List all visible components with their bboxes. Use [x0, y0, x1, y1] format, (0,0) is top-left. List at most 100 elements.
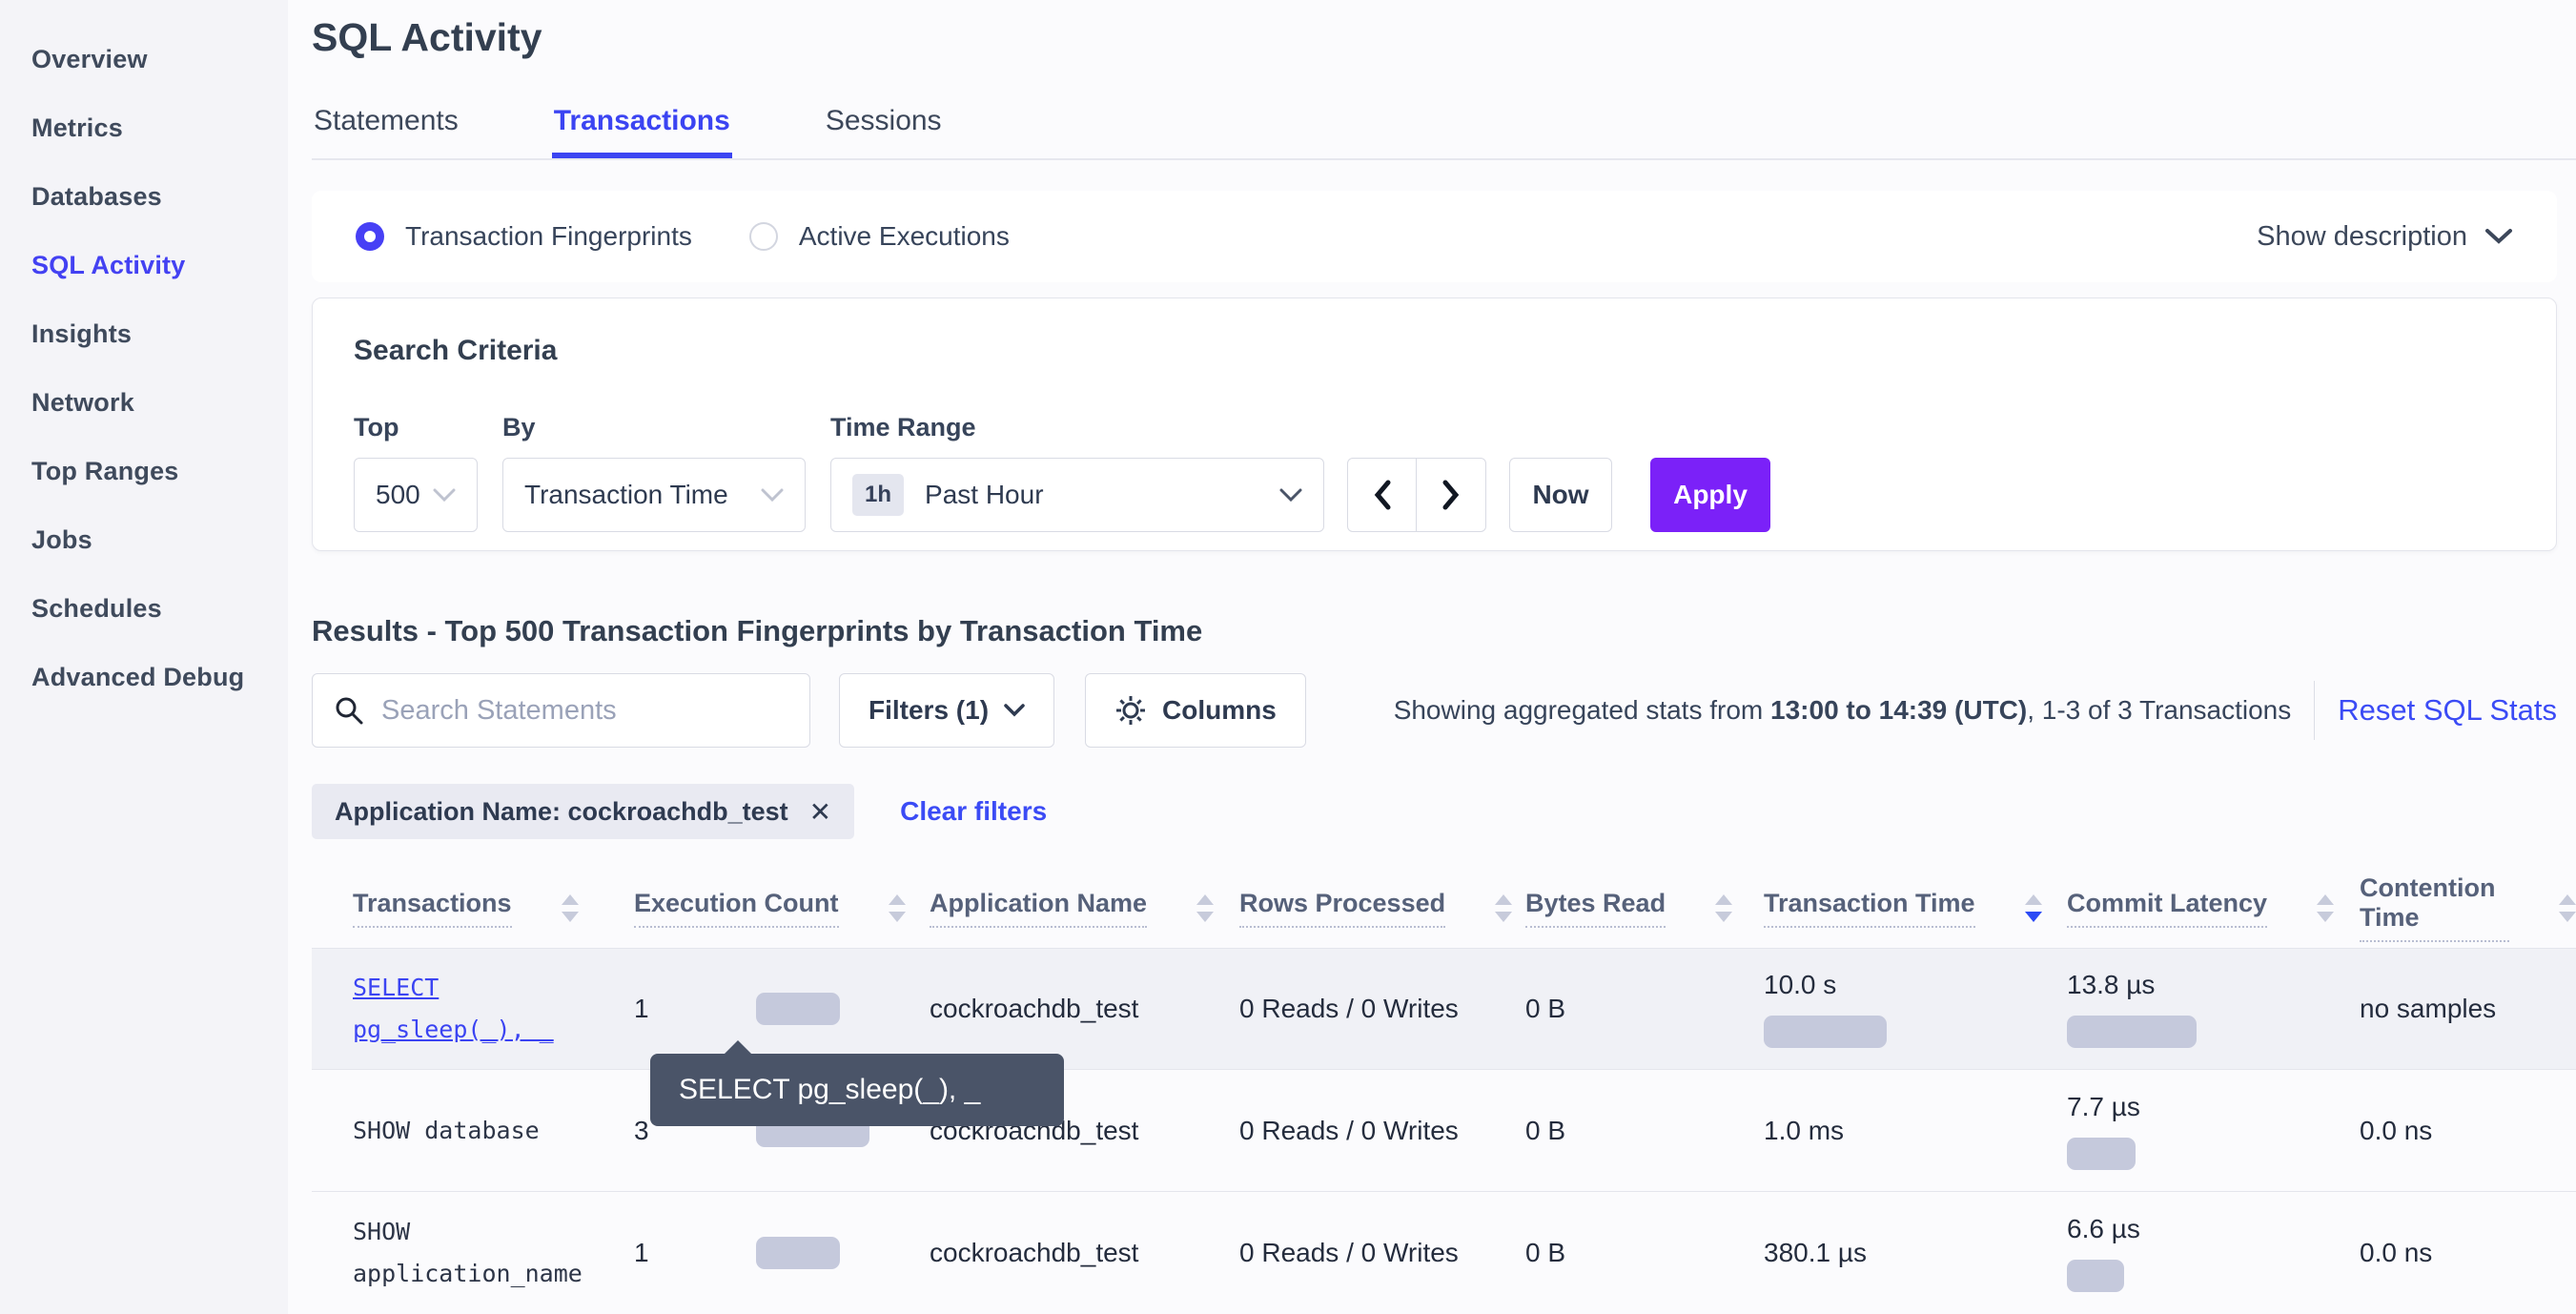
transaction-time-cell: 1.0 ms	[1764, 1115, 1845, 1145]
commit-latency-cell: 7.7 µs	[2067, 1092, 2360, 1170]
by-select[interactable]: Transaction Time	[502, 458, 806, 532]
bytes-read-cell: 0 B	[1525, 994, 1566, 1023]
commit-latency-bar	[2067, 1260, 2124, 1292]
radio-selected-icon	[356, 222, 384, 251]
top-label: Top	[354, 413, 399, 441]
columns-button[interactable]: Columns	[1085, 673, 1306, 748]
col-header-transactions[interactable]: Transactions	[353, 889, 634, 928]
filters-button[interactable]: Filters (1)	[839, 673, 1055, 748]
sort-icon[interactable]	[2559, 893, 2576, 922]
chevron-left-icon	[1374, 480, 1390, 510]
chevron-down-icon	[1279, 488, 1302, 502]
time-range-prev-button[interactable]	[1347, 458, 1417, 532]
col-header-bytes-read[interactable]: Bytes Read	[1525, 889, 1764, 928]
transaction-fingerprint-link[interactable]: SHOW application_name	[353, 1218, 583, 1287]
tab-transactions[interactable]: Transactions	[552, 92, 732, 158]
search-criteria-panel: Search Criteria Top 500 By Transaction T…	[312, 298, 2557, 551]
tab-bar: Statements Transactions Sessions	[312, 92, 2576, 160]
transaction-time-bar	[1764, 1016, 1887, 1048]
sidebar-item-overview[interactable]: Overview	[31, 44, 148, 73]
show-description-label: Show description	[2257, 220, 2467, 252]
clear-filters-link[interactable]: Clear filters	[900, 796, 1048, 826]
col-header-transaction-time[interactable]: Transaction Time	[1764, 889, 2067, 928]
sort-icon[interactable]	[1495, 893, 1513, 922]
time-range-next-button[interactable]	[1417, 458, 1486, 532]
col-header-application-name[interactable]: Application Name	[930, 889, 1239, 928]
time-range-label: Time Range	[830, 413, 976, 441]
chevron-down-icon	[761, 488, 784, 502]
columns-label: Columns	[1162, 695, 1277, 725]
rows-processed-cell: 0 Reads / 0 Writes	[1239, 1238, 1459, 1267]
sidebar-item-databases[interactable]: Databases	[31, 181, 162, 211]
sidebar-item-insights[interactable]: Insights	[31, 318, 133, 348]
close-icon[interactable]: ✕	[808, 796, 832, 827]
sidebar: Overview Metrics Databases SQL Activity …	[0, 0, 288, 1314]
bytes-read-cell: 0 B	[1525, 1115, 1566, 1145]
top-value: 500	[376, 480, 420, 509]
view-toggle-bar: Transaction Fingerprints Active Executio…	[312, 191, 2557, 282]
sort-icon[interactable]	[1715, 893, 1733, 922]
contention-time-cell: no samples	[2360, 994, 2497, 1023]
commit-latency-cell: 6.6 µs	[2067, 1214, 2360, 1292]
divider	[2314, 681, 2316, 740]
commit-latency-cell: 13.8 µs	[2067, 970, 2360, 1048]
col-header-rows-processed[interactable]: Rows Processed	[1239, 889, 1525, 928]
col-header-execution-count[interactable]: Execution Count	[634, 889, 930, 928]
sort-icon[interactable]	[2317, 893, 2335, 922]
application-name-cell: cockroachdb_test	[930, 1238, 1139, 1267]
sidebar-item-network[interactable]: Network	[31, 387, 134, 417]
sort-icon-active-desc[interactable]	[2024, 893, 2042, 922]
sidebar-item-advanced-debug[interactable]: Advanced Debug	[31, 662, 245, 691]
by-value: Transaction Time	[524, 480, 728, 509]
tab-statements[interactable]: Statements	[314, 105, 459, 136]
table-row: SELECT pg_sleep(_), _ 1 cockroachdb_test …	[312, 948, 2576, 1070]
main-content: SQL Activity Statements Transactions Ses…	[288, 0, 2576, 1314]
table-header-row: Transactions Execution Count Application…	[312, 868, 2576, 948]
radio-label: Active Executions	[798, 221, 1010, 251]
apply-button[interactable]: Apply	[1650, 458, 1770, 532]
search-statements-box	[312, 673, 810, 748]
chevron-right-icon	[1442, 480, 1460, 510]
search-statements-input[interactable]	[381, 694, 788, 727]
chevron-down-icon	[2485, 229, 2512, 244]
active-filters-row: Application Name: cockroachdb_test ✕ Cle…	[312, 784, 1047, 839]
sidebar-item-jobs[interactable]: Jobs	[31, 524, 92, 554]
results-heading: Results - Top 500 Transaction Fingerprin…	[312, 614, 1203, 647]
query-tooltip: SELECT pg_sleep(_), _	[650, 1040, 1064, 1126]
by-field: By Transaction Time	[478, 413, 806, 532]
filter-chip-application-name[interactable]: Application Name: cockroachdb_test ✕	[312, 784, 855, 839]
sort-icon[interactable]	[1196, 893, 1215, 922]
table-row: SHOW application_name 1 cockroachdb_test …	[312, 1192, 2576, 1314]
transaction-time-cell: 10.0 s	[1764, 970, 2067, 1048]
sidebar-item-top-ranges[interactable]: Top Ranges	[31, 456, 179, 485]
time-range-arrows	[1347, 458, 1486, 532]
sidebar-item-schedules[interactable]: Schedules	[31, 593, 162, 623]
radio-active-executions[interactable]: Active Executions	[748, 221, 1010, 252]
top-select[interactable]: 500	[354, 458, 478, 532]
transaction-fingerprint-link[interactable]: SELECT pg_sleep(_), _	[353, 974, 554, 1043]
contention-time-cell: 0.0 ns	[2360, 1115, 2433, 1145]
reset-sql-stats-link[interactable]: Reset SQL Stats	[2338, 693, 2557, 727]
page-title: SQL Activity	[312, 15, 542, 59]
time-range-value: Past Hour	[925, 480, 1044, 509]
search-icon	[336, 697, 363, 725]
radio-transaction-fingerprints[interactable]: Transaction Fingerprints	[356, 221, 692, 252]
sort-icon[interactable]	[561, 893, 579, 922]
chevron-down-icon	[433, 488, 456, 502]
execution-count-cell: 1	[634, 1237, 930, 1269]
sort-icon[interactable]	[888, 893, 906, 922]
col-header-contention-time[interactable]: Contention Time	[2360, 873, 2576, 942]
results-controls: Filters (1) Columns Showing aggregated s…	[312, 673, 2557, 748]
top-field: Top 500	[354, 413, 478, 532]
gear-icon	[1116, 696, 1146, 725]
time-range-select[interactable]: 1h Past Hour	[830, 458, 1324, 532]
transaction-fingerprint-link[interactable]: SHOW database	[353, 1116, 540, 1144]
col-header-commit-latency[interactable]: Commit Latency	[2067, 889, 2360, 928]
time-range-field: Time Range 1h Past Hour	[806, 413, 1324, 532]
sidebar-item-metrics[interactable]: Metrics	[31, 113, 123, 142]
transactions-table: Transactions Execution Count Application…	[312, 868, 2576, 1314]
tab-sessions[interactable]: Sessions	[825, 105, 942, 136]
sidebar-item-sql-activity[interactable]: SQL Activity	[31, 250, 186, 279]
now-button[interactable]: Now	[1509, 458, 1612, 532]
show-description-toggle[interactable]: Show description	[2257, 221, 2513, 253]
